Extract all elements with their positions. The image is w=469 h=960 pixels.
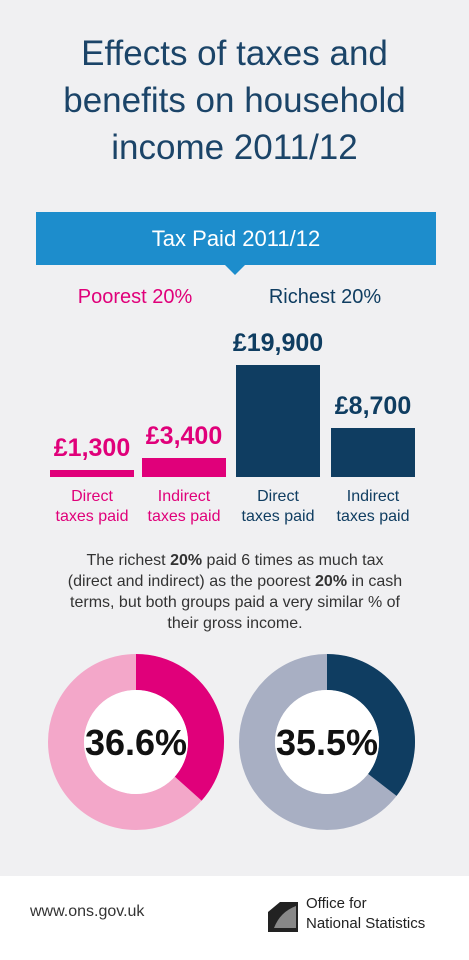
donut-label: 36.6% bbox=[85, 722, 187, 763]
footer bbox=[0, 876, 469, 960]
footer-url: www.ons.gov.uk bbox=[30, 903, 145, 920]
category-label: Direct taxes paid bbox=[55, 488, 129, 525]
donut-segment bbox=[135, 654, 224, 801]
donut-hole bbox=[275, 690, 379, 794]
donut-label: 35.5% bbox=[276, 722, 378, 763]
logo-shape bbox=[274, 906, 296, 928]
paragraph-run: paid 6 times as much tax (direct and ind… bbox=[67, 552, 384, 590]
value-label: £1,300 bbox=[53, 433, 131, 462]
bar bbox=[236, 365, 320, 477]
bar bbox=[142, 457, 226, 477]
category-label: Indirect taxes paid bbox=[147, 488, 221, 525]
paragraph-run: in cash terms, but both groups paid a ve… bbox=[70, 573, 403, 632]
group-label: Richest 20% bbox=[268, 286, 382, 308]
paragraph-run: 20% bbox=[315, 573, 348, 590]
bar bbox=[331, 428, 415, 477]
group-label: Poorest 20% bbox=[77, 286, 193, 308]
category-label: Indirect taxes paid bbox=[336, 488, 410, 525]
logo-text: National Statistics bbox=[306, 915, 426, 932]
title: Effects of taxes and benefits on househo… bbox=[63, 34, 406, 167]
donut-hole bbox=[84, 690, 188, 794]
bar bbox=[50, 469, 134, 477]
value-label: £3,400 bbox=[145, 421, 223, 450]
banner: Tax Paid 2011/12 bbox=[36, 212, 436, 265]
category-label: Direct taxes paid bbox=[241, 488, 315, 525]
banner-pointer bbox=[224, 264, 246, 275]
value-label: £8,700 bbox=[334, 392, 412, 421]
donut-area: 36.6% 35.5% bbox=[48, 654, 415, 830]
logo-icon bbox=[266, 898, 300, 934]
paragraph-run: The richest bbox=[86, 552, 171, 569]
logo-text: Office for bbox=[306, 895, 367, 912]
paragraph-run: 20% bbox=[170, 552, 203, 569]
donut-segment bbox=[326, 654, 415, 796]
value-label: £19,900 bbox=[232, 329, 324, 357]
paragraph: The richest 20% paid 6 times as much tax… bbox=[65, 550, 405, 634]
